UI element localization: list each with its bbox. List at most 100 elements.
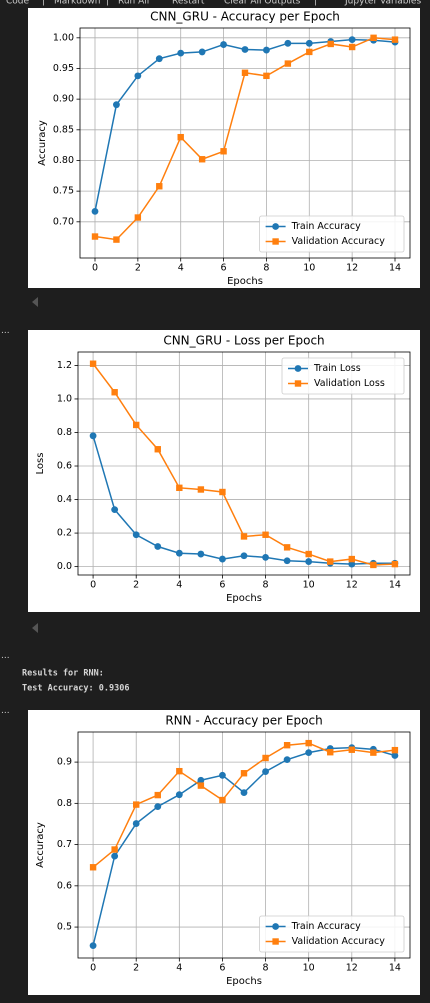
marker xyxy=(262,553,269,561)
legend-box xyxy=(259,915,405,953)
marker xyxy=(284,60,292,67)
marker xyxy=(154,446,161,453)
marker xyxy=(391,36,399,43)
legend-label: Validation Accuracy xyxy=(292,236,386,247)
marker xyxy=(89,864,97,871)
marker xyxy=(305,558,313,565)
marker xyxy=(198,156,206,163)
y-tick-label: 0.7 xyxy=(57,839,72,850)
x-tick-label: 10 xyxy=(303,263,315,274)
marker xyxy=(177,133,184,141)
x-tick-label: 10 xyxy=(303,963,315,974)
toolbar-item[interactable]: Jupyter Variables xyxy=(344,0,421,7)
marker xyxy=(111,389,118,396)
marker xyxy=(272,238,279,245)
marker xyxy=(294,380,302,387)
marker xyxy=(220,148,227,155)
marker xyxy=(175,791,183,799)
marker xyxy=(283,557,291,565)
marker xyxy=(197,782,205,789)
marker xyxy=(113,236,120,243)
marker xyxy=(263,46,270,54)
marker xyxy=(133,801,140,808)
marker xyxy=(283,544,291,551)
marker xyxy=(327,40,334,48)
x-tick-label: 2 xyxy=(135,263,141,274)
x-tick-label: 2 xyxy=(133,963,139,974)
marker xyxy=(111,852,119,860)
y-tick-label: 0.2 xyxy=(57,528,72,539)
marker xyxy=(134,214,142,221)
marker xyxy=(348,36,356,44)
scroll-arrow[interactable] xyxy=(32,623,38,633)
x-tick-label: 6 xyxy=(219,580,225,591)
toolbar-item[interactable]: Markdown xyxy=(54,0,100,7)
y-tick-label: 0.6 xyxy=(57,461,72,472)
marker xyxy=(134,72,142,80)
marker xyxy=(284,39,292,47)
marker xyxy=(111,846,118,853)
output-text: Test Accuracy: 0.9306 xyxy=(22,684,129,694)
marker xyxy=(176,767,183,775)
marker xyxy=(272,923,279,930)
marker xyxy=(294,365,302,372)
x-tick-label: 6 xyxy=(221,263,227,274)
marker xyxy=(197,776,205,784)
marker xyxy=(262,768,269,775)
chart: 0 2 4 6 8 10 12 14 0.0 0.2 0.4 0.6 0.8 1.0 1.2 CNN_GRU … xyxy=(28,330,420,612)
marker xyxy=(241,46,249,53)
marker xyxy=(240,789,248,797)
marker xyxy=(240,770,248,777)
marker xyxy=(370,561,377,569)
scroll-arrow[interactable] xyxy=(32,297,38,307)
y-tick-label: 1.00 xyxy=(53,32,74,43)
x-axis-label: Epochs xyxy=(227,276,263,287)
x-tick-label: 8 xyxy=(263,963,269,974)
marker xyxy=(89,432,97,440)
y-tick-label: 0.8 xyxy=(57,798,72,809)
marker xyxy=(111,506,119,514)
marker xyxy=(262,531,269,538)
marker xyxy=(240,552,248,560)
marker xyxy=(283,756,291,764)
x-tick-label: 0 xyxy=(92,263,98,274)
legend-label: Train Loss xyxy=(313,363,361,374)
marker xyxy=(91,233,99,240)
chart-title: CNN_GRU - Accuracy per Epoch xyxy=(150,10,340,24)
separator: | xyxy=(106,0,109,7)
toolbar-item[interactable]: Clear All Outputs xyxy=(224,0,301,7)
cell-marker: ··· xyxy=(1,654,10,664)
legend-box xyxy=(281,357,405,395)
marker xyxy=(305,739,312,747)
marker xyxy=(89,360,97,367)
marker xyxy=(240,533,248,540)
marker xyxy=(272,938,279,945)
x-tick-label: 10 xyxy=(303,580,315,591)
marker xyxy=(272,223,279,230)
toolbar-item[interactable]: Code xyxy=(6,0,30,7)
marker xyxy=(348,43,356,51)
marker xyxy=(91,207,99,215)
legend: Train Accuracy Validation Accuracy xyxy=(259,215,405,253)
plot-frame xyxy=(79,27,411,259)
toolbar-item[interactable]: Run All xyxy=(118,0,149,7)
cell-marker: ··· xyxy=(1,709,10,719)
x-tick-label: 0 xyxy=(90,580,96,591)
marker xyxy=(154,791,161,799)
marker xyxy=(154,803,162,811)
toolbar-item[interactable]: Restart xyxy=(172,0,205,7)
marker xyxy=(348,560,356,568)
plot-frame xyxy=(77,351,411,576)
legend: Train Accuracy Validation Accuracy xyxy=(259,915,405,953)
x-tick-label: 14 xyxy=(389,263,401,274)
marker xyxy=(391,746,399,754)
separator: | xyxy=(42,0,45,7)
marker xyxy=(348,555,355,563)
marker xyxy=(132,820,140,827)
marker xyxy=(262,754,269,762)
x-tick-label: 4 xyxy=(176,580,182,591)
marker xyxy=(370,34,377,42)
x-axis-label: Epochs xyxy=(226,976,262,987)
marker xyxy=(219,796,226,804)
